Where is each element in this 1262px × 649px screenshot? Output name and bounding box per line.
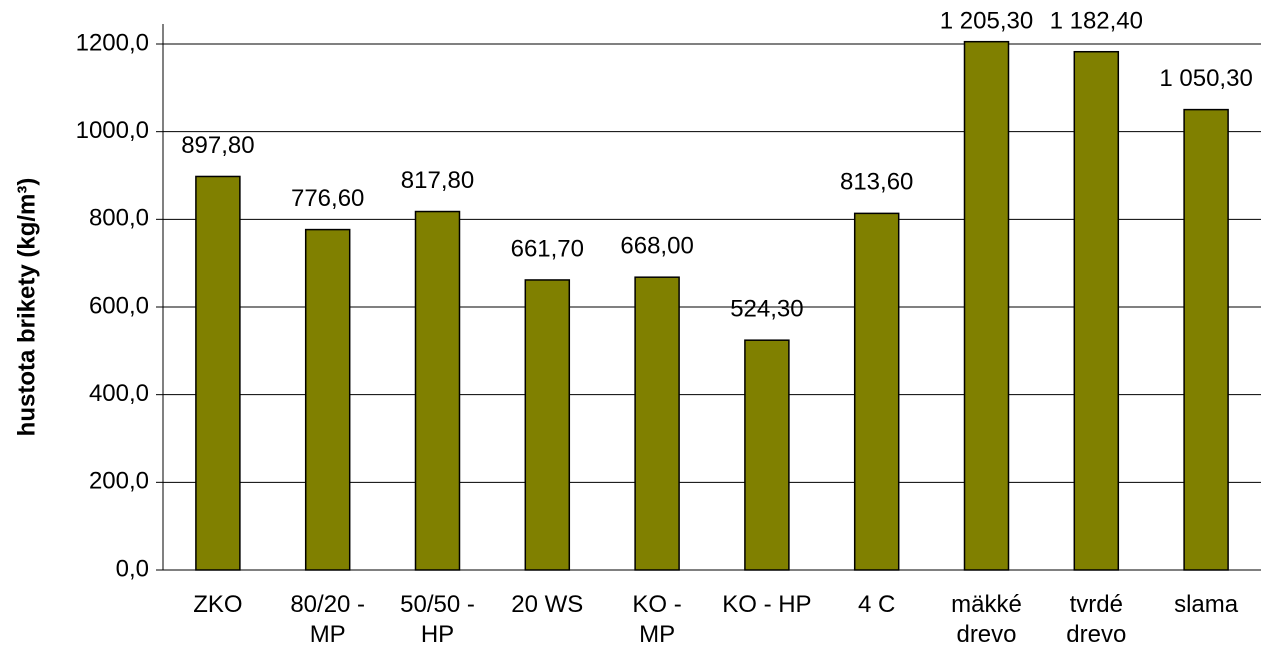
bar xyxy=(634,276,680,571)
bar xyxy=(1183,108,1229,571)
data-label: 897,80 xyxy=(181,132,254,159)
data-label: 817,80 xyxy=(401,167,474,194)
y-tick-label: 400,0 xyxy=(89,380,149,407)
y-axis-title: hustota brikety (kg/m³) xyxy=(13,178,40,437)
x-tick-label: 50/50 -HP xyxy=(400,591,475,648)
data-label: 813,60 xyxy=(840,169,913,196)
x-tick-label: slama xyxy=(1174,591,1239,618)
x-tick-label: tvrdé drevo xyxy=(1066,591,1126,648)
y-tick-label: 1000,0 xyxy=(76,117,149,144)
y-tick-label: 1200,0 xyxy=(76,29,149,56)
bar xyxy=(304,228,351,571)
y-tick-label: 600,0 xyxy=(89,292,149,319)
x-tick-label: KO - HP xyxy=(722,591,811,618)
x-tick-label: 4 C xyxy=(858,591,895,618)
x-tick-label: KO -MP xyxy=(632,591,681,648)
bar xyxy=(195,175,241,571)
y-tick-label: 0,0 xyxy=(116,555,149,582)
bar xyxy=(1073,50,1120,571)
bar xyxy=(524,279,571,571)
bar xyxy=(744,339,790,571)
bar xyxy=(853,212,900,571)
bar xyxy=(414,210,461,571)
data-label: 524,30 xyxy=(730,296,803,323)
data-label: 661,70 xyxy=(511,235,584,262)
data-label: 776,60 xyxy=(291,185,364,212)
x-tick-label: 20 WS xyxy=(511,591,583,618)
data-label: 1 182,40 xyxy=(1050,7,1143,34)
x-tick-label: ZKO xyxy=(193,591,242,618)
y-tick-label: 200,0 xyxy=(89,468,149,495)
data-label: 668,00 xyxy=(620,233,693,260)
data-label: 1 205,30 xyxy=(940,7,1033,34)
x-tick-label: 80/20 -MP xyxy=(290,591,365,648)
y-tick-label: 800,0 xyxy=(89,205,149,232)
data-label: 1 050,30 xyxy=(1159,65,1252,92)
bar xyxy=(963,40,1010,571)
x-tick-label: mäkké drevo xyxy=(951,591,1022,648)
